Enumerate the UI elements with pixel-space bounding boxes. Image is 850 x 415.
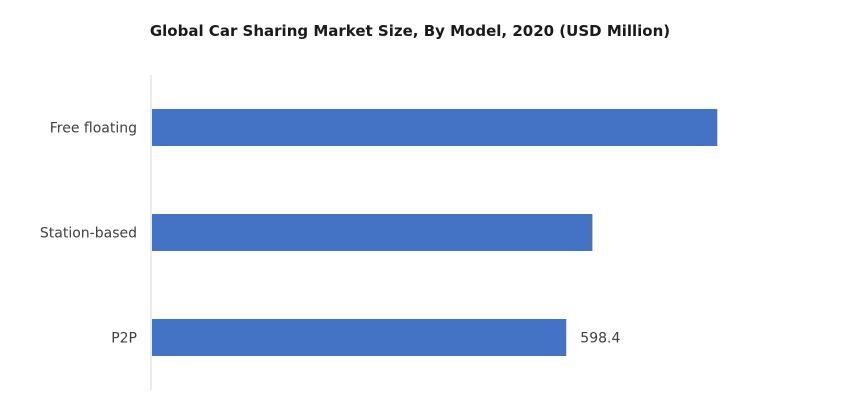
data-label: 598.4 [580, 331, 620, 347]
chart-title: Global Car Sharing Market Size, By Model… [149, 22, 671, 40]
bars-layer: Free floating Station-based P2P 598.4 [40, 109, 718, 356]
category-label: P2P [111, 331, 137, 347]
category-label: Free floating [50, 121, 137, 137]
bar-free-floating [152, 109, 718, 146]
category-label: Station-based [40, 226, 137, 242]
bar-p2p [152, 319, 567, 356]
bar-station-based [152, 214, 593, 251]
